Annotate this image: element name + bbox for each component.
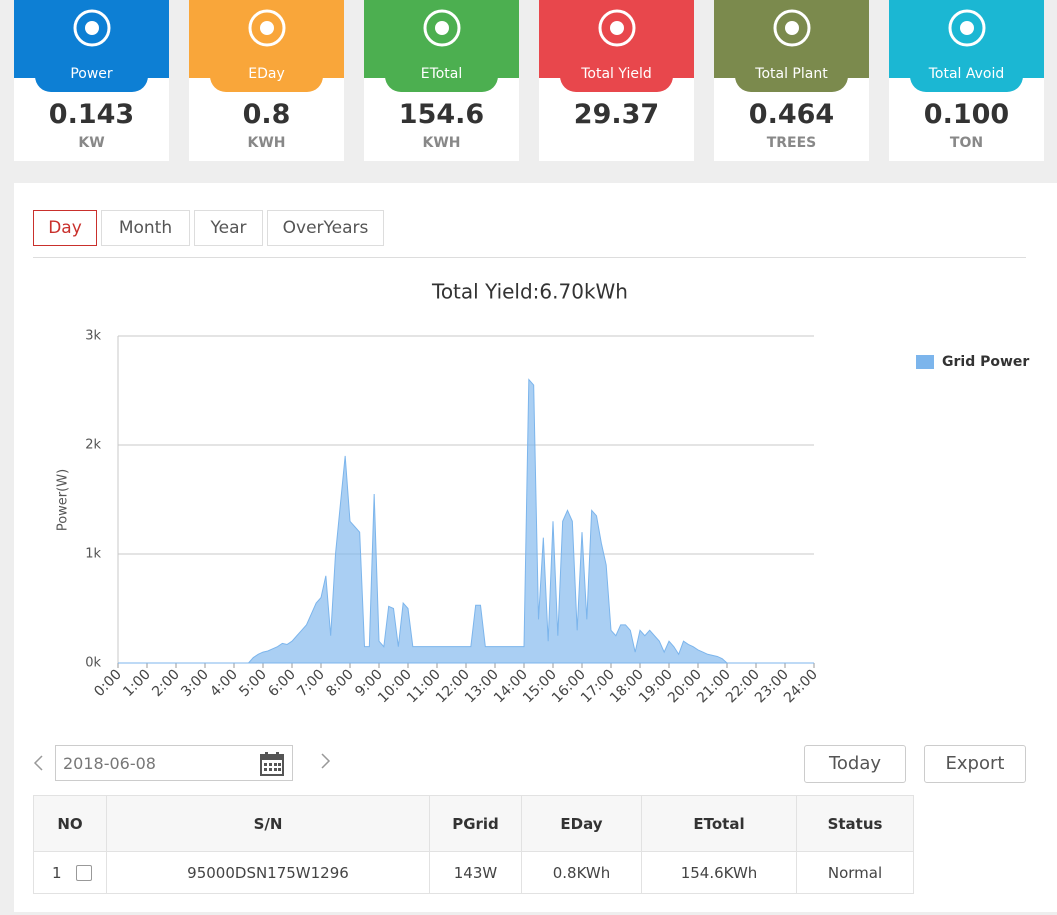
tab[interactable]: Year <box>194 210 263 246</box>
stat-card: Power 0.143 KW <box>14 0 169 161</box>
y-tick-label: 2k <box>85 438 101 453</box>
card-value: 0.100 <box>923 99 1010 130</box>
x-tick-label: 1:00 <box>120 667 154 701</box>
card-value: 0.464 <box>748 99 835 130</box>
x-tick-label: 0:00 <box>91 667 125 701</box>
card-unit: TREES <box>766 135 817 151</box>
table-cell: Normal <box>796 851 914 894</box>
card-icon <box>421 6 463 54</box>
card-value: 0.143 <box>48 99 135 130</box>
next-date[interactable] <box>318 752 332 770</box>
table-cell: 0.8KWh <box>521 851 642 894</box>
stat-card: Total Plant 0.464 TREES <box>714 0 869 161</box>
card-icon <box>946 6 988 54</box>
card-unit: KWH <box>422 135 461 151</box>
y-tick-label: 3k <box>85 329 101 344</box>
prev-date[interactable] <box>32 754 46 772</box>
chart-title: Total Yield:6.70kWh <box>431 280 628 304</box>
card-icon <box>596 6 638 54</box>
card-label: ETotal <box>385 58 498 92</box>
table-row: 1 95000DSN175W1296 143W 0.8KWh 154.6KWh Norma… <box>33 851 914 894</box>
separator <box>33 257 1026 258</box>
header-cell: ETotal <box>641 795 797 852</box>
calendar-icon[interactable] <box>259 751 285 777</box>
chart: Total Yield:6.70kWh Power(W) 0k 1k 2k 3k 0:0… <box>56 280 1030 707</box>
card-icon <box>771 6 813 54</box>
x-tick-label: 7:00 <box>294 667 328 701</box>
tab[interactable]: Day <box>33 210 97 246</box>
card-label: Total Avoid <box>910 58 1023 92</box>
card-value: 154.6 <box>398 99 485 130</box>
checkbox[interactable] <box>75 865 92 881</box>
card-unit: KW <box>78 135 105 151</box>
card-unit: TON <box>949 135 984 151</box>
x-tick-label: 5:00 <box>236 667 270 701</box>
cell-text: Normal <box>827 863 883 882</box>
card-label: Total Yield <box>560 58 673 92</box>
card-label: Power <box>35 58 148 92</box>
x-tick-label: 2:00 <box>149 667 183 701</box>
table-cell: 143W <box>429 851 522 894</box>
button[interactable]: Today <box>804 745 906 783</box>
card-value: 0.8 <box>242 99 291 130</box>
button[interactable]: Export <box>924 745 1026 783</box>
area <box>118 378 814 664</box>
card-unit: KWH <box>247 135 286 151</box>
card-icon <box>71 6 113 54</box>
cell-text: 143W <box>453 863 498 882</box>
header-cell: Status <box>796 795 914 852</box>
table-cell: 154.6KWh <box>641 851 797 894</box>
header-row: NO S/N PGrid EDay ETotal Status <box>33 795 914 852</box>
header-cell: PGrid <box>429 795 522 852</box>
x-tick-label: 24:00 <box>781 667 821 707</box>
x-tick-label: 4:00 <box>207 667 241 701</box>
legend-label: Grid Power <box>942 354 1029 370</box>
stat-card: EDay 0.8 KWH <box>189 0 344 161</box>
table-cell: 95000DSN175W1296 <box>106 851 430 894</box>
y-axis-label: Power(W) <box>56 469 71 531</box>
cell-text: 154.6KWh <box>680 863 758 882</box>
cell-text: 95000DSN175W1296 <box>187 863 349 882</box>
x-tick-label: 8:00 <box>323 667 357 701</box>
cell-text: 0.8KWh <box>552 863 611 882</box>
header-cell: S/N <box>106 795 430 852</box>
card-label: Total Plant <box>735 58 848 92</box>
stat-card: ETotal 154.6 KWH <box>364 0 519 161</box>
cell-text: 1 <box>52 863 62 882</box>
card-value: 29.37 <box>573 99 660 130</box>
device-table: NO S/N PGrid EDay ETotal Status 1 95000DSN175W1… <box>33 795 914 894</box>
y-tick-label: 0k <box>85 656 101 671</box>
tab[interactable]: OverYears <box>267 210 384 246</box>
legend-swatch <box>916 355 934 369</box>
tab[interactable]: Month <box>101 210 190 246</box>
x-tick-label: 6:00 <box>265 667 299 701</box>
header-cell: NO <box>33 795 107 852</box>
date-input[interactable]: 2018-06-08 <box>55 745 293 781</box>
card-label: EDay <box>210 58 323 92</box>
header-cell: EDay <box>521 795 642 852</box>
y-tick-label: 1k <box>85 547 101 562</box>
stat-card: Total Yield 29.37 <box>539 0 694 161</box>
x-tick-label: 3:00 <box>178 667 212 701</box>
table-cell: 1 <box>33 851 107 894</box>
card-icon <box>246 6 288 54</box>
stat-card: Total Avoid 0.100 TON <box>889 0 1044 161</box>
